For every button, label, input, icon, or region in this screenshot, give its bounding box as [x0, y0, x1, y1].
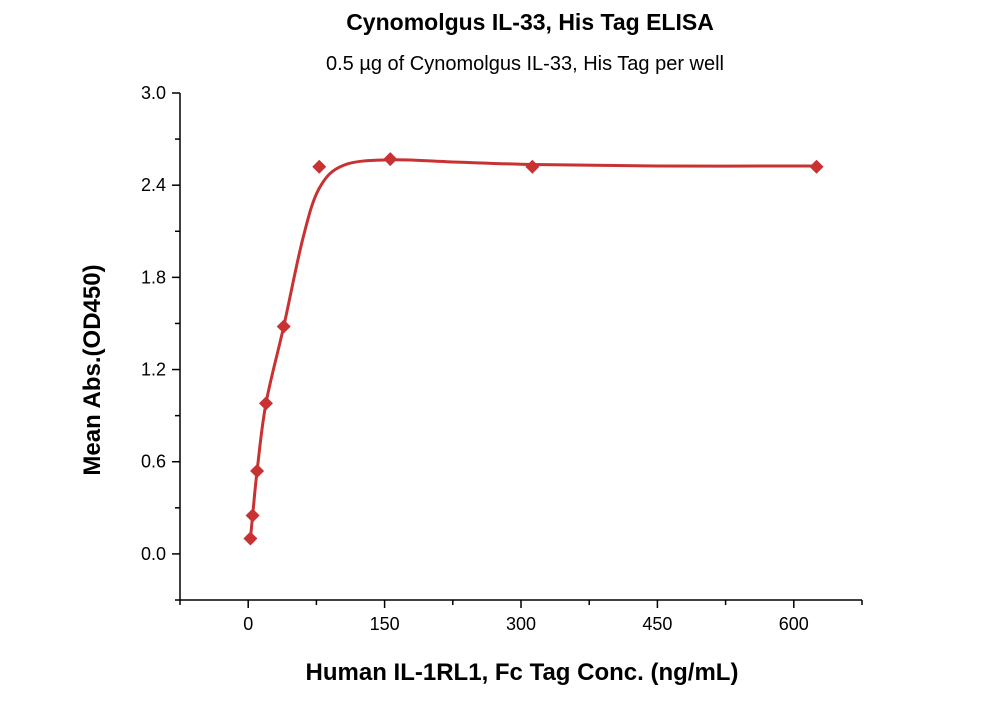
data-point [383, 152, 398, 167]
y-tick-label: 1.8 [141, 267, 166, 287]
chart-title: Cynomolgus IL-33, His Tag ELISA [346, 9, 714, 35]
y-axis-label: Mean Abs.(OD450) [79, 264, 106, 475]
x-tick-label: 0 [243, 614, 253, 634]
y-tick-label: 3.0 [141, 83, 166, 103]
data-point [525, 159, 540, 174]
y-tick-label: 0.6 [141, 452, 166, 472]
x-tick-label: 300 [506, 614, 536, 634]
x-tick-label: 450 [642, 614, 672, 634]
data-point [258, 396, 273, 411]
y-tick-label: 0.0 [141, 544, 166, 564]
y-tick-label: 2.4 [141, 175, 166, 195]
data-point [312, 159, 327, 174]
fit-curve [248, 158, 817, 539]
x-tick-label: 150 [370, 614, 400, 634]
data-point [243, 531, 258, 546]
axes: 0 150 300 450 600 0.0 0.6 1.2 1.8 2.4 3.0 [141, 83, 863, 634]
data-point [245, 508, 260, 523]
data-point [250, 463, 265, 478]
x-tick-label: 600 [779, 614, 809, 634]
data-point [809, 159, 824, 174]
data-points [243, 152, 824, 546]
chart-subtitle: 0.5 µg of Cynomolgus IL-33, His Tag per … [326, 53, 724, 75]
y-tick-label: 1.2 [141, 360, 166, 380]
x-axis-label: Human IL-1RL1, Fc Tag Conc. (ng/mL) [306, 659, 739, 686]
data-point [276, 319, 291, 334]
